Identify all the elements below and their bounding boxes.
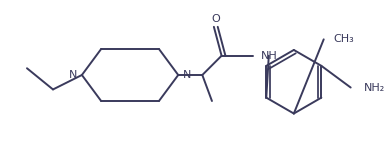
Text: N: N [69, 70, 77, 80]
Text: NH₂: NH₂ [364, 82, 385, 93]
Text: N: N [183, 70, 191, 80]
Text: NH: NH [261, 51, 278, 61]
Text: CH₃: CH₃ [334, 34, 354, 44]
Text: O: O [212, 14, 220, 24]
